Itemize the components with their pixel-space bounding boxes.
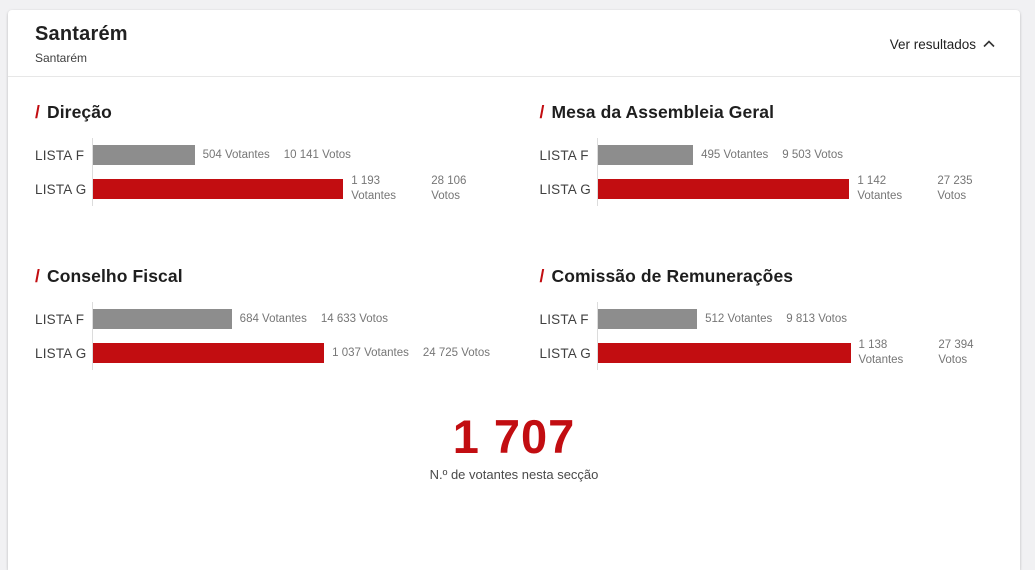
bar-track: 1 138 Votantes 27 394 Votos [596, 336, 997, 370]
bar-track: 1 142 Votantes 27 235 Votos [596, 172, 997, 206]
votantes-label: 1 193 Votantes [351, 175, 397, 202]
list-label: LISTA F [35, 311, 85, 327]
page-subtitle: Santarém [35, 51, 88, 65]
slash-mark: / [35, 266, 40, 286]
bar-lista-g [597, 343, 851, 363]
section-conselho-fiscal: / Conselho Fiscal LISTA F 684 Votantes 14… [35, 266, 492, 370]
section-title-text: Conselho Fiscal [46, 266, 183, 286]
section-title-text: Comissão de Remunerações [551, 266, 794, 286]
list-label: LISTA G [539, 181, 591, 197]
list-label: LISTA G [35, 345, 87, 361]
votantes-label: 504 Votantes [202, 148, 270, 161]
votantes-label: 684 Votantes [239, 312, 307, 325]
list-label: LISTA G [35, 181, 87, 197]
bar-chart: LISTA F 512 Votantes 9 813 Votos LISTA G [540, 302, 997, 370]
votantes-label: 512 Votantes [705, 312, 773, 325]
bar-lista-f [93, 145, 195, 165]
bar-lista-g [93, 179, 344, 199]
bar-track: 504 Votantes 10 141 Votos [92, 138, 492, 172]
results-card: Santarém Santarém Ver resultados / Direçã… [8, 10, 1020, 570]
ver-resultados-toggle[interactable]: Ver resultados [890, 37, 995, 52]
bar-row-lista-f: LISTA F 495 Votantes 9 503 Votos [540, 138, 997, 172]
bar-row-lista-g: LISTA G 1 037 Votantes 24 725 Votos [35, 336, 492, 370]
bar-track: 495 Votantes 9 503 Votos [596, 138, 997, 172]
bar-chart: LISTA F 495 Votantes 9 503 Votos LISTA G [540, 138, 997, 206]
section-title-text: Direção [46, 102, 112, 122]
bar-lista-f [597, 309, 698, 329]
votos-label: 27 394 Votos [938, 339, 974, 366]
votantes-label: 1 142 Votantes [857, 175, 903, 202]
bar-stats: 495 Votantes 9 503 Votos [701, 148, 996, 163]
list-label: LISTA F [539, 147, 589, 163]
section-title: / Conselho Fiscal [35, 266, 492, 287]
bar-lista-g [597, 179, 850, 199]
votantes-label: 1 037 Votantes [332, 346, 409, 359]
page-title: Santarém [35, 23, 128, 45]
section-direcao: / Direção LISTA F 504 Votantes 10 141 Vot… [35, 102, 492, 206]
slash-mark: / [35, 102, 40, 122]
bar-chart: LISTA F 504 Votantes 10 141 Votos LISTA … [35, 138, 492, 206]
bar-row-lista-f: LISTA F 504 Votantes 10 141 Votos [35, 138, 492, 172]
list-label: LISTA F [35, 147, 85, 163]
votos-label: 24 725 Votos [422, 346, 491, 359]
chevron-up-icon [983, 40, 995, 48]
card-header: Santarém Santarém Ver resultados [8, 10, 1020, 77]
bar-track: 1 193 Votantes 28 106 Votos [92, 172, 492, 206]
bar-track: 1 037 Votantes 24 725 Votos [92, 336, 492, 370]
bar-lista-f [597, 145, 694, 165]
section-title-text: Mesa da Assembleia Geral [551, 102, 775, 122]
section-summary: 1 707 N.º de votantes nesta secção [8, 410, 1020, 483]
section-title: / Direção [35, 102, 492, 123]
list-label: LISTA F [539, 311, 589, 327]
bar-row-lista-f: LISTA F 684 Votantes 14 633 Votos [35, 302, 492, 336]
votos-label: 10 141 Votos [283, 148, 351, 161]
votos-label: 14 633 Votos [320, 312, 388, 325]
bar-lista-g [93, 343, 325, 363]
bar-row-lista-g: LISTA G 1 138 Votantes 27 394 Votos [540, 336, 997, 370]
header-titles: Santarém Santarém [35, 23, 128, 65]
section-comissao-remuneracoes: / Comissão de Remunerações LISTA F 512 Vo… [540, 266, 997, 370]
bar-chart: LISTA F 684 Votantes 14 633 Votos LISTA … [35, 302, 492, 370]
bar-stats: 1 193 Votantes 28 106 Votos [351, 174, 491, 203]
slash-mark: / [539, 102, 545, 122]
votos-label: 28 106 Votos [431, 175, 467, 202]
section-mesa-assembleia-geral: / Mesa da Assembleia Geral LISTA F 495 Vo… [540, 102, 997, 206]
bar-track: 512 Votantes 9 813 Votos [596, 302, 997, 336]
total-votantes-caption: N.º de votantes nesta secção [429, 467, 599, 483]
votos-label: 9 503 Votos [782, 148, 844, 161]
sections-grid: / Direção LISTA F 504 Votantes 10 141 Vot… [8, 77, 1020, 370]
bar-track: 684 Votantes 14 633 Votos [92, 302, 492, 336]
votos-label: 27 235 Votos [937, 175, 973, 202]
bar-row-lista-g: LISTA G 1 142 Votantes 27 235 Votos [540, 172, 997, 206]
slash-mark: / [539, 266, 545, 286]
section-title: / Mesa da Assembleia Geral [540, 102, 997, 123]
votos-label: 9 813 Votos [786, 312, 848, 325]
bar-stats: 1 138 Votantes 27 394 Votos [859, 338, 996, 367]
list-label: LISTA G [539, 345, 591, 361]
votantes-label: 1 138 Votantes [858, 339, 904, 366]
bar-lista-f [93, 309, 232, 329]
bar-stats: 504 Votantes 10 141 Votos [203, 148, 492, 163]
total-votantes-value: 1 707 [452, 410, 576, 463]
bar-stats: 684 Votantes 14 633 Votos [240, 312, 492, 327]
bar-stats: 1 142 Votantes 27 235 Votos [857, 174, 996, 203]
bar-stats: 1 037 Votantes 24 725 Votos [332, 346, 491, 361]
section-title: / Comissão de Remunerações [540, 266, 997, 287]
bar-stats: 512 Votantes 9 813 Votos [705, 312, 996, 327]
votantes-label: 495 Votantes [701, 148, 769, 161]
ver-resultados-label: Ver resultados [889, 36, 976, 52]
bar-row-lista-g: LISTA G 1 193 Votantes 28 106 Votos [35, 172, 492, 206]
bar-row-lista-f: LISTA F 512 Votantes 9 813 Votos [540, 302, 997, 336]
